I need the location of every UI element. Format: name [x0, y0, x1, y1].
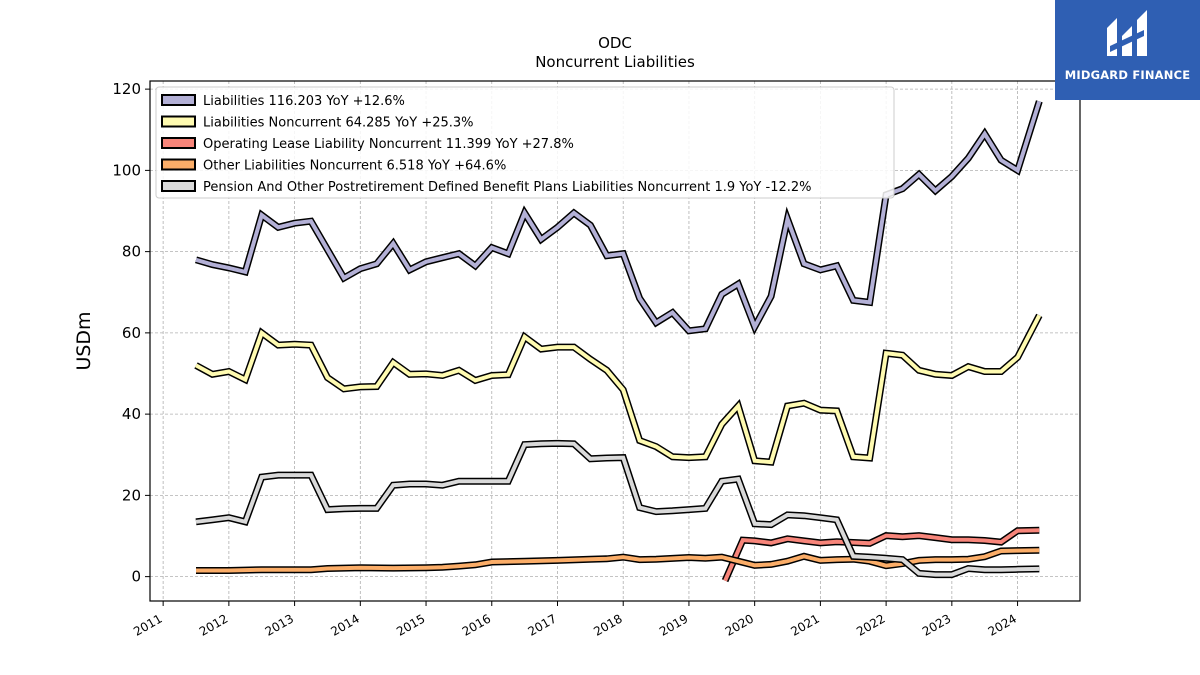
plot-frame — [149, 80, 1081, 602]
x-tick-label: 2023 — [920, 611, 953, 638]
y-tick-label: 100 — [112, 161, 141, 179]
x-tick-label: 2019 — [657, 611, 690, 638]
x-tick-label: 2021 — [788, 611, 821, 638]
series-line-stroke — [195, 314, 1042, 465]
legend: Liabilities 116.203 YoY +12.6% Liabilitie… — [155, 86, 895, 199]
series-line-3 — [721, 526, 1040, 583]
legend-label: Other Liabilities Noncurrent 6.518 YoY +… — [203, 159, 506, 174]
y-tick-label: 40 — [122, 405, 141, 423]
x-tick-label: 2022 — [854, 611, 887, 638]
x-tick-label: 2013 — [263, 611, 296, 638]
legend-label: Liabilities 116.203 YoY +12.6% — [203, 94, 405, 109]
legend-item: Liabilities Noncurrent 64.285 YoY +25.3% — [161, 115, 474, 131]
legend-swatch — [161, 158, 196, 171]
legend-swatch — [161, 180, 196, 192]
x-tick-label: 2014 — [328, 611, 361, 638]
legend-label: Pension And Other Postretirement Defined… — [203, 180, 812, 195]
legend-item: Other Liabilities Noncurrent 6.518 YoY +… — [161, 158, 506, 174]
x-tick-label: 2017 — [526, 611, 559, 638]
legend-item: Liabilities 116.203 YoY +12.6% — [161, 94, 405, 109]
legend-swatch — [161, 94, 196, 106]
x-tick-label: 2020 — [723, 611, 756, 638]
legend-swatch — [161, 115, 196, 128]
y-tick-label: 0 — [131, 568, 141, 586]
y-axis: 0 20 40 60 80 100 120 — [112, 80, 150, 586]
legend-swatch — [161, 137, 196, 149]
y-axis-label: USDm — [73, 311, 95, 370]
chart-subtitle: Noncurrent Liabilities — [535, 53, 695, 71]
series-line-2 — [194, 313, 1043, 466]
logo-text: MIDGARD FINANCE — [1064, 68, 1191, 82]
y-tick-label: 60 — [122, 324, 141, 342]
x-axis: 2011 2012 2013 2014 2015 2016 2017 2018 2019 2020… — [131, 601, 1019, 639]
series-line-4 — [196, 546, 1040, 574]
legend-label: Operating Lease Liability Noncurrent 11.… — [203, 137, 574, 152]
x-tick-label: 2018 — [591, 611, 624, 638]
legend-item: Operating Lease Liability Noncurrent 11.… — [161, 137, 574, 152]
series-line-stroke — [723, 528, 1040, 582]
brand-logo: MIDGARD FINANCE — [1055, 0, 1200, 100]
legend-item: Pension And Other Postretirement Defined… — [161, 180, 812, 195]
x-tick-label: 2024 — [986, 611, 1019, 638]
x-tick-label: 2012 — [197, 611, 230, 638]
series-line-5 — [195, 439, 1040, 579]
y-tick-label: 80 — [122, 243, 141, 261]
chart-title: ODC — [598, 34, 632, 52]
series-line-stroke — [195, 441, 1040, 577]
x-tick-label: 2011 — [131, 611, 164, 638]
midgard-logo-icon — [1107, 10, 1147, 56]
x-tick-label: 2015 — [394, 611, 427, 638]
y-tick-label: 20 — [122, 486, 141, 504]
x-tick-label: 2016 — [460, 611, 493, 638]
legend-label: Liabilities Noncurrent 64.285 YoY +25.3% — [203, 116, 474, 131]
legend-box — [155, 86, 895, 199]
y-tick-label: 120 — [112, 80, 141, 98]
series-line-stroke — [196, 548, 1040, 573]
series-line-outline — [194, 313, 1043, 466]
